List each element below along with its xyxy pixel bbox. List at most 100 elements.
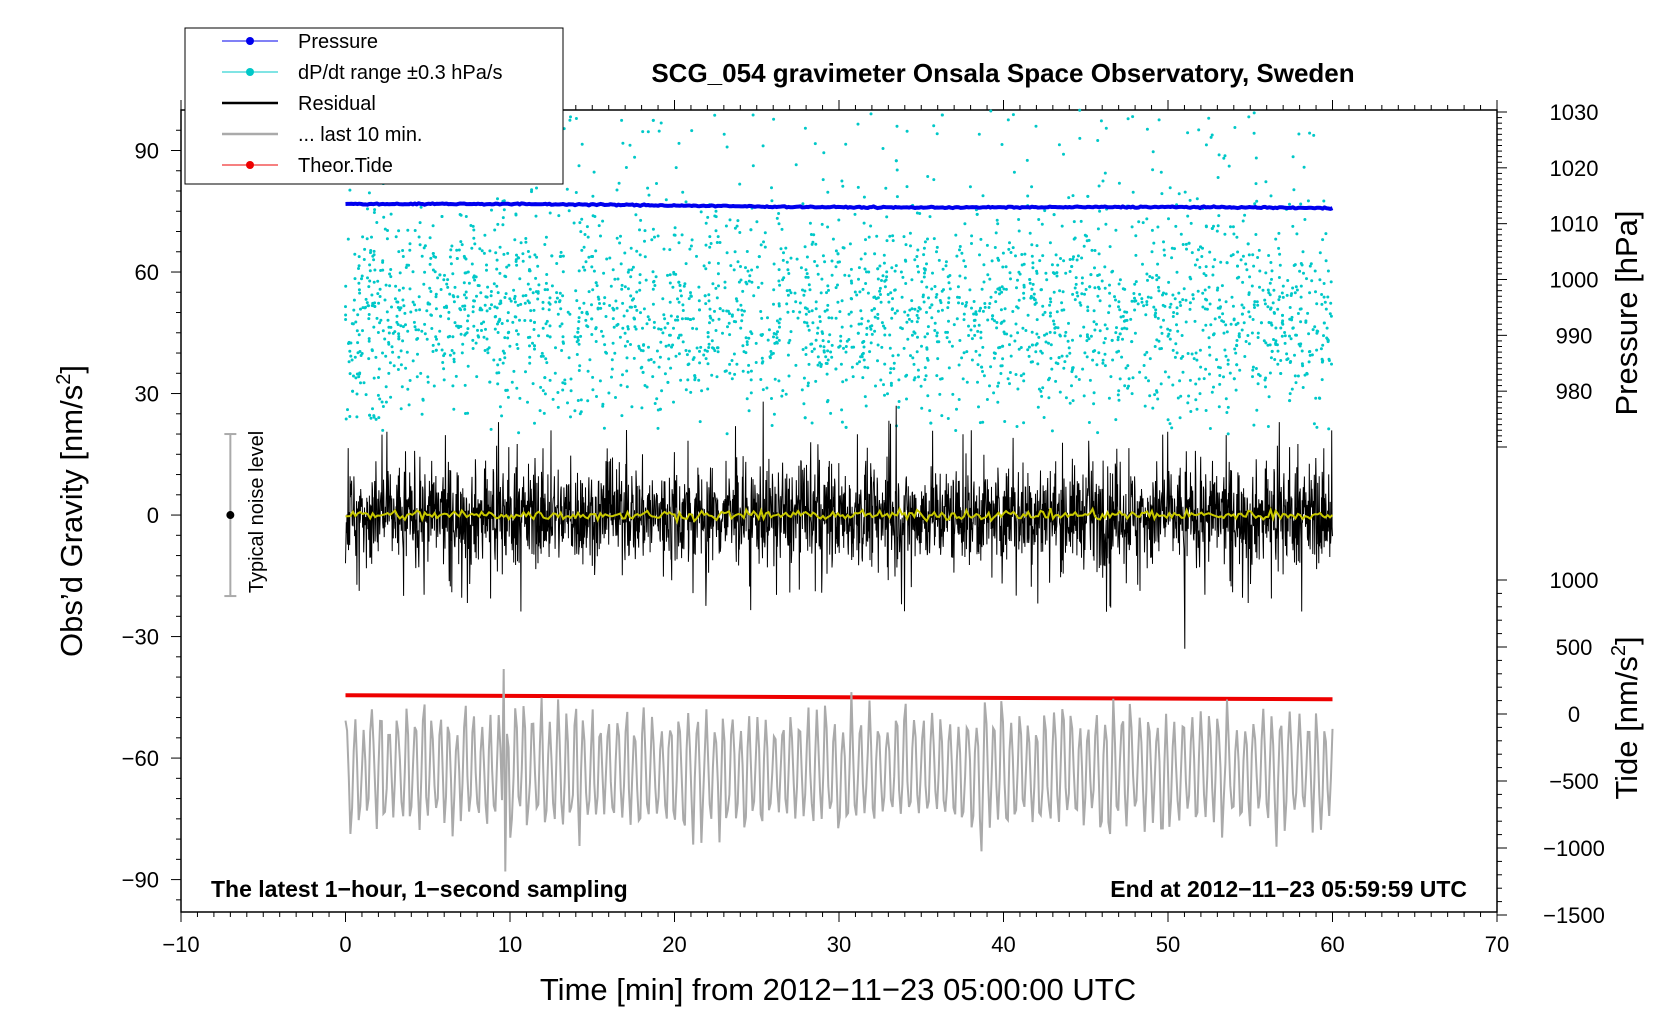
- dpdt-point: [798, 301, 802, 305]
- dpdt-point: [1225, 261, 1229, 265]
- dpdt-point: [775, 336, 779, 340]
- dpdt-point: [780, 227, 784, 231]
- dpdt-point: [708, 307, 712, 311]
- dpdt-point: [922, 275, 926, 279]
- dpdt-point: [819, 365, 823, 368]
- dpdt-point: [741, 344, 745, 348]
- dpdt-point: [864, 238, 867, 242]
- dpdt-point: [1319, 347, 1323, 351]
- dpdt-point: [1276, 307, 1280, 311]
- dpdt-point: [973, 318, 977, 322]
- pressure-tick-label: 1000: [1550, 268, 1599, 293]
- dpdt-point: [625, 309, 629, 313]
- dpdt-point: [585, 225, 589, 229]
- dpdt-point: [807, 283, 811, 287]
- dpdt-point: [706, 387, 710, 391]
- dpdt-point: [538, 409, 542, 413]
- dpdt-point: [1155, 278, 1159, 282]
- dpdt-point: [492, 358, 496, 362]
- dpdt-point: [1170, 426, 1174, 430]
- dpdt-point: [527, 301, 531, 305]
- dpdt-point: [1204, 367, 1208, 371]
- dpdt-point: [1085, 339, 1089, 343]
- dpdt-point: [1137, 220, 1141, 224]
- dpdt-point: [1277, 298, 1281, 302]
- dpdt-point: [803, 245, 807, 249]
- dpdt-point: [614, 299, 618, 303]
- dpdt-point: [508, 297, 512, 301]
- dpdt-point: [1145, 127, 1149, 131]
- dpdt-point: [1256, 303, 1260, 307]
- dpdt-point: [344, 313, 348, 317]
- dpdt-point: [397, 337, 401, 341]
- dpdt-point: [962, 259, 966, 263]
- dpdt-point: [1226, 362, 1230, 366]
- dpdt-point: [950, 344, 954, 348]
- dpdt-point: [411, 300, 415, 304]
- dpdt-point: [1048, 241, 1052, 245]
- dpdt-point: [1309, 262, 1313, 266]
- dpdt-point: [1064, 330, 1068, 334]
- dpdt-point: [1263, 302, 1267, 306]
- dpdt-point: [372, 211, 376, 214]
- dpdt-point: [471, 305, 475, 309]
- dpdt-point: [394, 284, 398, 288]
- dpdt-point: [784, 392, 788, 396]
- dpdt-point: [381, 268, 385, 272]
- dpdt-point: [813, 260, 817, 263]
- dpdt-point: [1306, 311, 1310, 315]
- dpdt-point: [401, 325, 405, 329]
- dpdt-point: [388, 272, 392, 276]
- dpdt-point: [1167, 280, 1171, 284]
- dpdt-point: [1079, 219, 1083, 223]
- dpdt-point: [893, 269, 897, 273]
- dpdt-point: [662, 313, 666, 317]
- dpdt-point: [1207, 345, 1211, 349]
- dpdt-point: [1008, 382, 1011, 386]
- dpdt-point: [1059, 257, 1062, 260]
- dpdt-point: [916, 316, 920, 320]
- dpdt-point: [471, 338, 475, 342]
- dpdt-point: [677, 336, 680, 340]
- dpdt-point: [501, 216, 505, 220]
- dpdt-point: [1185, 247, 1188, 251]
- dpdt-point: [660, 389, 664, 393]
- dpdt-point: [519, 302, 523, 306]
- dpdt-point: [1216, 286, 1220, 290]
- dpdt-point: [611, 306, 615, 310]
- dpdt-point: [1283, 331, 1287, 334]
- dpdt-point: [777, 302, 781, 306]
- dpdt-point: [1233, 126, 1237, 129]
- dpdt-point: [935, 293, 939, 296]
- dpdt-point: [1239, 258, 1243, 262]
- dpdt-point: [450, 244, 454, 248]
- dpdt-point: [489, 294, 493, 298]
- dpdt-point: [1254, 233, 1258, 236]
- dpdt-point: [1250, 284, 1254, 288]
- dpdt-point: [1203, 288, 1207, 292]
- dpdt-point: [910, 333, 914, 337]
- dpdt-point: [360, 274, 364, 278]
- dpdt-point: [608, 256, 612, 260]
- dpdt-point: [419, 371, 423, 375]
- dpdt-point: [794, 300, 798, 304]
- dpdt-point: [940, 414, 944, 418]
- dpdt-point: [1036, 405, 1040, 409]
- x-axis-title: Time [min] from 2012−11−23 05:00:00 UTC: [540, 972, 1136, 1007]
- dpdt-point: [1201, 305, 1205, 309]
- dpdt-point: [630, 268, 634, 272]
- dpdt-point: [573, 409, 577, 413]
- dpdt-point: [840, 299, 844, 303]
- dpdt-point: [1070, 384, 1073, 388]
- dpdt-point: [1050, 429, 1054, 433]
- tide-tick-label: −1000: [1543, 836, 1605, 861]
- dpdt-point: [919, 384, 923, 388]
- dpdt-point: [867, 235, 871, 239]
- dpdt-point: [844, 425, 848, 429]
- x-tick-label: 20: [662, 932, 686, 957]
- dpdt-point: [575, 353, 579, 356]
- dpdt-point: [836, 252, 840, 256]
- dpdt-point: [460, 243, 464, 247]
- dpdt-point: [434, 348, 438, 352]
- dpdt-point: [816, 326, 820, 330]
